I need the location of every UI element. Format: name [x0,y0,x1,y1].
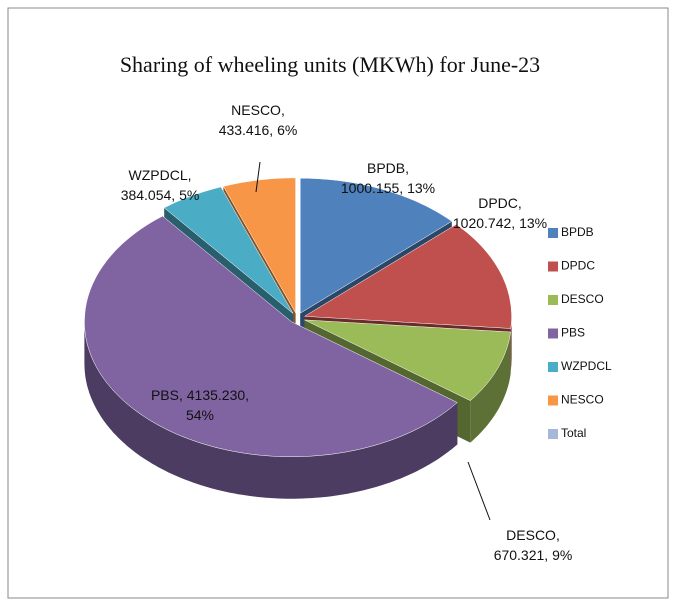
data-label: PBS, 4135.230, 54% [150,387,250,423]
slice-wall [510,316,512,371]
legend-swatch [548,429,558,439]
pie [84,177,512,499]
slice [223,177,296,314]
slice [304,319,511,401]
legend-swatch [548,261,558,272]
slice [299,177,453,314]
slice [163,186,294,314]
leader-line [255,161,261,193]
data-label: NESCO, 433.416, 6% [218,102,298,138]
leader-line [467,461,491,521]
chart-border [7,7,669,599]
legend-swatch [548,295,558,305]
legend-label: PBS [561,326,585,340]
slice-wall [84,321,458,499]
legend-label: Total [561,426,586,440]
legend-label: WZPDCL [561,359,612,373]
data-label: WZPDCL, 384.054, 5% [120,167,200,203]
legend-label: DESCO [561,292,604,306]
data-label: DESCO, 670.321, 9% [493,527,573,563]
legend-label: BPDB [561,225,594,239]
slice [303,224,512,329]
data-label: DPDC, 1020.742, 13% [452,195,548,231]
slice-wall [470,332,511,443]
legend-swatch [548,362,558,372]
legend: BPDB DPDC DESCO PBS WZPDCL NESCO Total [548,225,612,440]
legend-swatch [548,395,558,406]
legend-label: NESCO [561,393,604,407]
legend-swatch [548,328,558,339]
data-label: BPDB, 1000.155, 13% [340,160,436,196]
legend-label: DPDC [561,259,595,273]
legend-swatch [548,228,558,238]
chart-title: Sharing of wheeling units (MKWh) for Jun… [120,52,540,77]
slice [84,215,458,457]
